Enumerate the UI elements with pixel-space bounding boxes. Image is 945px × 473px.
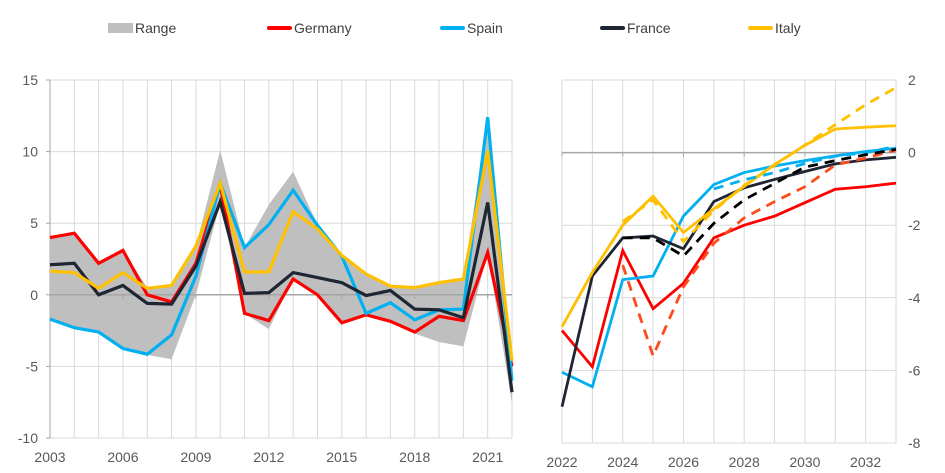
chart1-y-tick-label: -5 [26,358,39,374]
chart1-x-tick-label: 2012 [253,449,284,465]
legend-item-france: France [600,19,671,37]
series-line-germany [49,184,514,367]
legend-swatch-germany [267,26,292,30]
series-line-france-dashed [622,147,897,258]
series-line-germany-dashed [621,148,897,360]
legend-label: Italy [775,20,801,36]
chart2-y-tick-label: -2 [908,217,921,233]
chart1-x-tick-label: 2021 [472,449,503,465]
series-line-germany [560,181,897,370]
legend-item-spain: Spain [440,19,503,37]
legend-label: Range [135,20,177,36]
chart2-x-tick-label: 2022 [546,454,577,470]
chart2-y-tick-label: 0 [908,145,916,161]
series-line-italy [49,150,514,361]
chart-legend: Range Germany Spain France Italy [0,0,945,50]
chart1-x-tick-label: 2009 [180,449,211,465]
series-line-spain [49,117,514,381]
legend-label: France [627,20,671,36]
legend-item-germany: Germany [267,19,352,37]
chart1-y-tick-label: -10 [18,430,38,446]
chart1-x-tick-label: 2003 [34,449,65,465]
chart1-x-tick-label: 2015 [326,449,357,465]
series-line-france [49,196,514,393]
legend-label: Spain [467,20,503,36]
chart2-y-tick-label: -4 [908,290,921,306]
chart2-x-tick-label: 2024 [607,454,638,470]
chart2-y-tick-label: 2 [908,72,916,88]
chart2-y-tick-label: -6 [908,362,921,378]
legend-swatch-spain [440,26,465,30]
legend-item-italy: Italy [748,19,801,37]
range-area [50,117,512,404]
series-line-spain-dashed [713,145,897,191]
chart1-y-tick-label: 0 [30,287,38,303]
chart2-x-tick-label: 2030 [789,454,820,470]
series-line-italy-dashed [621,86,897,244]
chart2-x-tick-label: 2028 [729,454,760,470]
chart2-x-tick-label: 2026 [668,454,699,470]
chart1-y-tick-label: 10 [22,144,38,160]
legend-swatch-italy [748,26,773,30]
chart1-y-tick-label: 5 [30,215,38,231]
chart1-x-tick-label: 2018 [399,449,430,465]
legend-swatch-france [600,26,625,30]
series-line-france [560,155,897,408]
legend-item-range: Range [108,19,176,37]
series-line-italy [560,124,897,328]
chart1-x-tick-label: 2006 [107,449,138,465]
series-line-spain [561,146,897,389]
chart2-y-tick-label: -8 [908,435,921,451]
chart1-y-tick-label: 15 [22,72,38,88]
legend-label: Germany [294,20,352,36]
legend-swatch-range [108,23,133,33]
chart2-x-tick-label: 2032 [850,454,881,470]
